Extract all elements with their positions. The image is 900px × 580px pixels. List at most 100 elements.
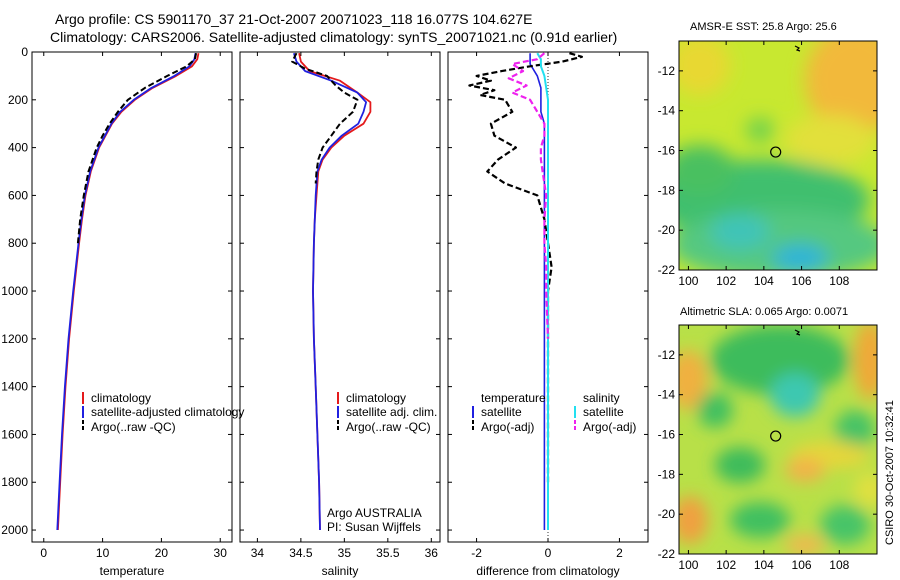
series-line-satellite-adj-clim- xyxy=(293,52,368,531)
sla-orange-right xyxy=(854,325,877,400)
y-tick-label: 1600 xyxy=(1,427,28,441)
legend-label-satellite: satellite-adjusted climatology xyxy=(91,405,244,419)
sst-cool-patch1 xyxy=(710,214,770,250)
series-line-argo-raw-qc- xyxy=(76,53,198,244)
y-tick-label: 0 xyxy=(21,45,28,59)
map-x-tick-label: 104 xyxy=(754,558,774,572)
series-line-salinity-argo-adj- xyxy=(507,52,550,339)
map-x-tick-label: 104 xyxy=(754,274,774,288)
sst-map-frame xyxy=(678,40,878,271)
x-axis-label: salinity xyxy=(322,564,359,578)
credit-line1: Argo AUSTRALIA xyxy=(327,506,422,520)
sla-green-mid-right xyxy=(835,410,875,450)
x-tick-label: 2 xyxy=(616,546,623,560)
sst-warm-top-right xyxy=(805,41,877,135)
map-y-tick-label: -20 xyxy=(658,223,676,237)
series-line-satellite-adjusted-climatology xyxy=(56,53,197,531)
y-tick-label: 800 xyxy=(8,236,28,250)
salinity-panel: 34 34.5 35 35.5 36 salinity xyxy=(239,51,441,578)
sst-argo-position-marker xyxy=(770,146,782,158)
difference-panel: -2 0 2 difference from climatology xyxy=(447,51,649,578)
map-x-tick-label: 106 xyxy=(792,558,812,572)
x-tick-label: 20 xyxy=(155,546,169,560)
map-y-tick-label: -18 xyxy=(658,467,676,481)
credit-line2: PI: Susan Wijffels xyxy=(327,520,421,534)
legend-label-sal-argo: Argo(-adj) xyxy=(583,420,636,434)
figure-title-line2: Climatology: CARS2006. Satellite-adjuste… xyxy=(50,29,617,45)
map-x-tick-label: 106 xyxy=(792,274,812,288)
sst-band-green2 xyxy=(679,145,735,195)
x-tick-label: -2 xyxy=(471,546,482,560)
sla-yellow-bottom-right xyxy=(854,472,877,508)
legend-label-satellite: satellite adj. clim. xyxy=(346,405,437,419)
series-line-argo-raw-qc- xyxy=(291,52,359,184)
temperature-legend: climatology satellite-adjusted climatolo… xyxy=(82,391,244,434)
plot-frame xyxy=(31,51,233,543)
x-tick-label: 34.5 xyxy=(289,546,313,560)
sla-green-bottom xyxy=(730,502,790,538)
temperature-panel: 0 200 400 600 800 1000 1200 1400 1600 1800 2000 0 10… xyxy=(1,45,233,578)
map-y-tick-label: -14 xyxy=(658,104,676,118)
series-line-salinity-satellite xyxy=(536,52,549,530)
legend-label-argo: Argo(..raw -QC) xyxy=(346,420,431,434)
sla-teal-center xyxy=(770,373,820,417)
y-tick-label: 1200 xyxy=(1,332,28,346)
map-x-tick-label: 100 xyxy=(678,274,698,288)
series-line-climatology xyxy=(298,53,372,531)
series-line-temperature-argo-adj- xyxy=(468,52,584,483)
map-x-tick-label: 102 xyxy=(716,274,736,288)
y-tick-label: 1800 xyxy=(1,475,28,489)
map-x-tick-label: 108 xyxy=(829,558,849,572)
legend-label-climatology: climatology xyxy=(346,391,406,405)
sla-orange-bottom-left xyxy=(679,496,708,544)
sst-green-spot xyxy=(746,118,774,142)
map-y-tick-label: -22 xyxy=(658,263,676,277)
sst-coast-marker xyxy=(794,45,801,52)
sla-green-low-left xyxy=(715,447,765,483)
x-tick-label: 10 xyxy=(96,546,110,560)
legend-label-temp-argo: Argo(-adj) xyxy=(481,420,534,434)
legend-label-temp-satellite: satellite xyxy=(481,405,522,419)
sst-warm-top-left xyxy=(679,41,730,95)
map-y-tick-label: -18 xyxy=(658,183,676,197)
y-tick-label: 1000 xyxy=(1,284,28,298)
sla-orange-low xyxy=(785,458,825,482)
x-axis-label: temperature xyxy=(100,564,165,578)
legend-label-argo: Argo(..raw -QC) xyxy=(91,420,176,434)
sst-map-title: AMSR-E SST: 25.8 Argo: 25.6 xyxy=(690,21,837,33)
y-tick-label: 200 xyxy=(8,93,28,107)
sla-green-mid-left xyxy=(697,392,733,428)
figure-title-line1: Argo profile: CS 5901170_37 21-Oct-2007 … xyxy=(55,11,532,27)
sla-coast-marker xyxy=(794,329,801,336)
sst-map xyxy=(679,41,877,270)
map-y-tick-label: -16 xyxy=(658,144,676,158)
sst-cool-patch2 xyxy=(772,244,828,270)
salinity-legend: climatology satellite adj. clim. Argo(..… xyxy=(327,391,437,534)
sla-green-top xyxy=(710,325,850,395)
sla-map xyxy=(679,325,877,554)
x-tick-label: 35.5 xyxy=(376,546,400,560)
x-axis-label: difference from climatology xyxy=(476,564,619,578)
side-timestamp: CSIRO 30-Oct-2007 10:32:41 xyxy=(884,400,896,545)
series-line-climatology xyxy=(57,53,200,531)
map-y-tick-label: -12 xyxy=(658,64,676,78)
x-tick-label: 0 xyxy=(40,546,47,560)
x-tick-label: 0 xyxy=(545,546,552,560)
x-tick-label: 34 xyxy=(251,546,265,560)
plot-frame xyxy=(239,51,441,543)
map-x-tick-label: 102 xyxy=(716,558,736,572)
map-y-tick-label: -14 xyxy=(658,388,676,402)
difference-legend: temperature salinity satellite Argo(-adj… xyxy=(472,391,636,434)
map-x-tick-label: 108 xyxy=(829,274,849,288)
sst-mid-yellow xyxy=(785,115,875,165)
map-y-tick-label: -12 xyxy=(658,348,676,362)
map-y-tick-label: -16 xyxy=(658,428,676,442)
map-x-tick-label: 100 xyxy=(678,558,698,572)
sla-green-bottom-right xyxy=(820,505,870,545)
sla-map-frame xyxy=(678,324,878,555)
legend-header-salinity: salinity xyxy=(583,391,620,405)
map-y-tick-label: -22 xyxy=(658,547,676,561)
legend-label-sal-satellite: satellite xyxy=(583,405,624,419)
sla-orange-left xyxy=(679,350,708,410)
